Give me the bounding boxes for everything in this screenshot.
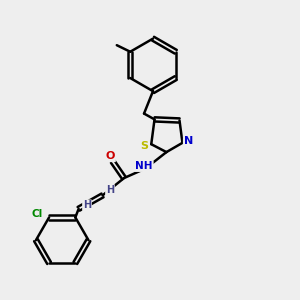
Text: O: O xyxy=(106,151,115,161)
Text: Cl: Cl xyxy=(32,209,43,219)
Text: H: H xyxy=(106,185,114,195)
Text: H: H xyxy=(83,200,91,210)
Text: S: S xyxy=(141,141,149,151)
Text: NH: NH xyxy=(135,161,153,171)
Text: N: N xyxy=(184,136,193,146)
